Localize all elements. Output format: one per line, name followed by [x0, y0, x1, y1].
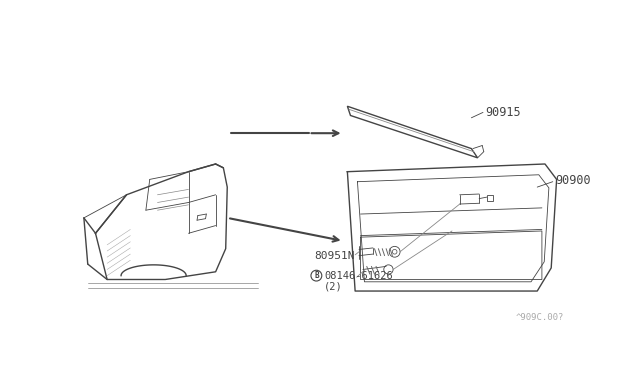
Text: ^909C.00?: ^909C.00? [516, 313, 564, 322]
Text: 08146-61626: 08146-61626 [324, 271, 393, 280]
Text: (2): (2) [324, 282, 343, 291]
Text: B: B [314, 271, 319, 280]
Text: 90915: 90915 [485, 106, 521, 119]
Text: 80951N: 80951N [315, 251, 355, 262]
Text: 90900: 90900 [555, 174, 591, 187]
